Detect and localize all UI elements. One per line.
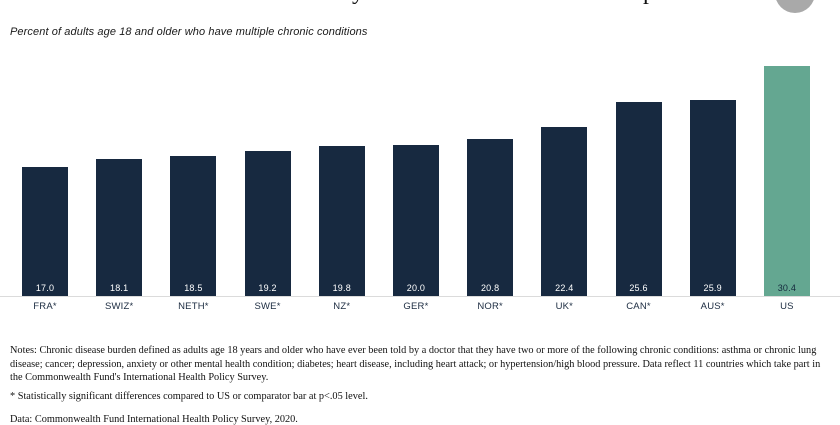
bar-category-label: CAN* bbox=[626, 301, 651, 312]
bar-aus: 25.9 AUS* bbox=[689, 100, 736, 312]
notes-text: Notes: Chronic disease burden defined as… bbox=[10, 345, 821, 384]
round-action-button[interactable] bbox=[775, 0, 815, 13]
bar-nor: 20.8 NOR* bbox=[467, 139, 514, 312]
bar-value-label: 22.4 bbox=[555, 283, 574, 293]
bar-category-label: SWE* bbox=[254, 301, 281, 312]
bar-value-label: 19.2 bbox=[258, 283, 277, 293]
bar-value-label: 25.9 bbox=[703, 283, 722, 293]
bar-category-label: UK* bbox=[555, 301, 574, 312]
bar-category-label: NETH* bbox=[178, 301, 209, 312]
bar-value-label: 20.8 bbox=[480, 283, 500, 293]
chart-subtitle: Percent of adults age 18 and older who h… bbox=[10, 26, 368, 38]
title-descender-glyph: p bbox=[643, 0, 655, 4]
bar-value-label: 17.0 bbox=[35, 283, 55, 293]
bar-value-label: 18.1 bbox=[110, 283, 129, 293]
bar-ger: 20.0 GER* bbox=[392, 145, 439, 312]
bar-value-label: 18.5 bbox=[184, 283, 203, 293]
significance-footnote: * Statistically significant differences … bbox=[10, 391, 368, 403]
bar-uk: 22.4 UK* bbox=[541, 127, 588, 312]
bar-swiz: 18.1 SWIZ* bbox=[96, 159, 143, 312]
bar-chart: 17.0 FRA* 18.1 SWIZ* 18.5 NETH* 19.2 SWE* 19.8 NZ… bbox=[22, 66, 810, 312]
bar-value-label: 20.0 bbox=[406, 283, 426, 293]
bar-category-label: NZ* bbox=[333, 301, 351, 312]
bar-can: 25.6 CAN* bbox=[615, 102, 662, 312]
bar-us: 30.4 US bbox=[763, 66, 810, 312]
title-descender-glyph: y bbox=[352, 0, 364, 4]
bar-swe: 19.2 SWE* bbox=[244, 151, 291, 312]
bar-category-label: NOR* bbox=[477, 301, 503, 312]
bar-category-label: US bbox=[780, 301, 794, 312]
clipped-page-title: y p bbox=[0, 0, 840, 9]
bar-category-label: FRA* bbox=[33, 301, 57, 312]
bar-category-label: SWIZ* bbox=[104, 301, 134, 312]
bar-nz: 19.8 NZ* bbox=[318, 146, 365, 312]
bar-value-label: 30.4 bbox=[777, 283, 797, 293]
bar-value-label: 19.8 bbox=[332, 283, 351, 293]
bar-category-label: GER* bbox=[403, 301, 429, 312]
bar-neth: 18.5 NETH* bbox=[170, 156, 217, 312]
bar-value-label: 25.6 bbox=[629, 283, 648, 293]
bar-category-label: AUS* bbox=[700, 301, 725, 312]
bar-fra: 17.0 FRA* bbox=[22, 167, 68, 312]
x-axis-baseline bbox=[0, 296, 840, 297]
